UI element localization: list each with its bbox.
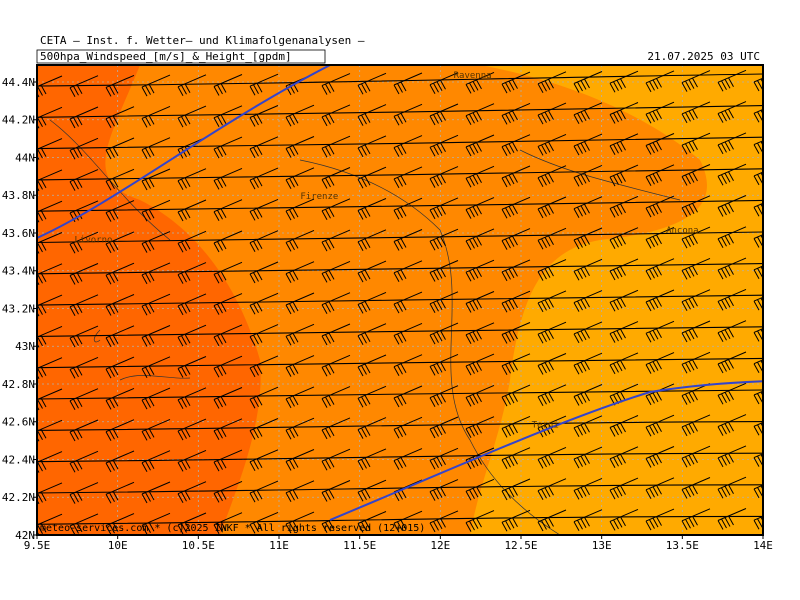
map-title: 500hpa_Windspeed_[m/s]_&_Height_[gpdm]	[40, 50, 292, 63]
footer: meteo-services.com * (c)2025 IWKF * All …	[40, 523, 425, 534]
lon-label: 13.5E	[666, 539, 699, 552]
lat-label: 43.6N	[2, 227, 35, 240]
lon-label: 11E	[269, 539, 289, 552]
city-label: Livorno	[74, 235, 112, 245]
city-label: Ancona	[666, 226, 699, 236]
coastline	[49, 119, 681, 535]
height-contour-blue	[37, 65, 333, 239]
height-contour-blue	[329, 380, 763, 521]
lat-label: 44.4N	[2, 76, 35, 89]
map-frame	[36, 64, 764, 536]
lat-label: 43N	[15, 340, 35, 353]
datetime: 21.07.2025 03 UTC	[647, 50, 760, 63]
map-area: Ravenna Firenze Livorno Ancona Terni	[37, 65, 763, 535]
lat-label: 42N	[15, 529, 35, 542]
lat-label: 43.4N	[2, 265, 35, 278]
lon-label: 12.5E	[504, 539, 537, 552]
lat-label: 42.4N	[2, 453, 35, 466]
lat-label: 42.6N	[2, 416, 35, 429]
lon-label: 11.5E	[343, 539, 376, 552]
city-label: Firenze	[300, 192, 338, 202]
lon-label: 9.5E	[24, 539, 51, 552]
lon-label: 12E	[430, 539, 450, 552]
city-label: Ravenna	[454, 71, 492, 81]
header-line: CETA — Inst. f. Wetter— und Klimafolgena…	[40, 34, 365, 47]
lat-label: 43.8N	[2, 189, 35, 202]
lat-label: 44N	[15, 151, 35, 164]
lat-label: 42.8N	[2, 378, 35, 391]
field-dark	[37, 65, 261, 535]
lon-label: 13E	[592, 539, 612, 552]
title-box	[36, 49, 326, 64]
lat-label: 44.2N	[2, 114, 35, 127]
lat-label: 42.2N	[2, 491, 35, 504]
city-label: Terni	[532, 420, 559, 430]
lon-label: 14E	[753, 539, 773, 552]
lat-label: 43.2N	[2, 302, 35, 315]
lon-label: 10.5E	[182, 539, 215, 552]
height-contour	[37, 73, 763, 525]
lon-label: 10E	[108, 539, 128, 552]
